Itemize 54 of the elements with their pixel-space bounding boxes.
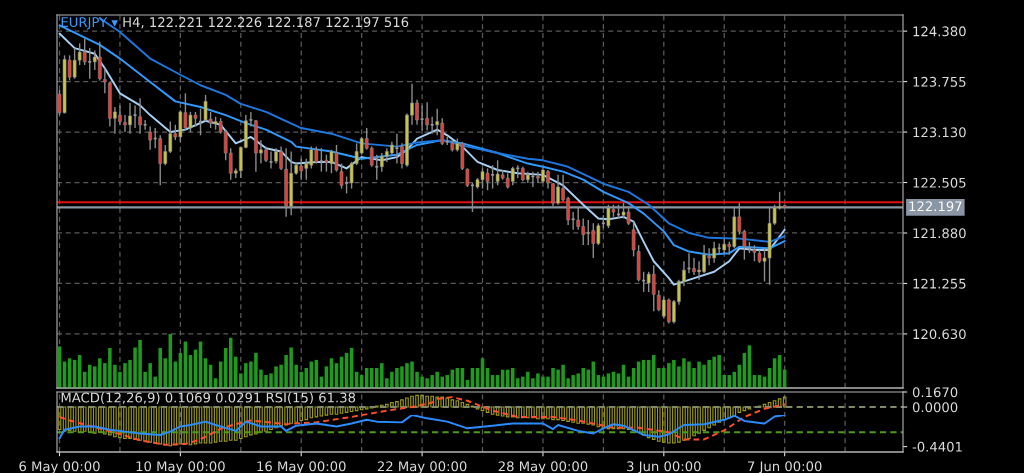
bar (62, 406, 67, 432)
y-tick-label: 0.0000 (912, 402, 958, 413)
x-tick-label: 7 Jun 00:00 (748, 461, 822, 473)
bar (193, 406, 198, 445)
bar (329, 406, 334, 415)
candlestick (465, 167, 470, 188)
candlestick (82, 37, 87, 66)
bar (344, 406, 349, 413)
bar (606, 406, 611, 430)
chart-subtitle: H4, 122.221 122.226 122.187 122.197 516 (123, 17, 409, 29)
x-tick-label: 28 May 00:00 (498, 461, 588, 473)
y-tick-label: 123.130 (913, 127, 966, 138)
bar (188, 406, 193, 446)
bar (631, 406, 636, 431)
x-tick-label: 16 May 00:00 (257, 461, 346, 473)
bar (334, 406, 339, 415)
bar (57, 406, 62, 431)
y-tick-label: 121.880 (913, 228, 966, 239)
bar (203, 406, 208, 444)
candlestick (339, 162, 344, 190)
x-tick-label: 10 May 00:00 (136, 461, 225, 473)
x-tick-label: 22 May 00:00 (377, 461, 467, 473)
y-tick-label: 122.505 (913, 177, 966, 188)
candlestick (394, 132, 400, 165)
candlestick (631, 220, 636, 258)
bar (490, 406, 495, 415)
x-tick-label: 3 Jun 00:00 (627, 461, 701, 473)
bar (208, 406, 213, 444)
chart-title: EURJPY ▾ (61, 17, 118, 30)
candlestick (268, 150, 274, 170)
bar (616, 406, 621, 430)
chart-title: MACD(12,26,9) 0.1069 0.0291 RSI(15) 61.38 (61, 392, 356, 405)
y-tick-label: 121.255 (913, 278, 966, 289)
y-tick-label: 0.1670 (912, 387, 958, 398)
x-tick-label: 6 May 00:00 (19, 461, 100, 473)
y-tick-label: 123.755 (913, 76, 966, 87)
bar (67, 406, 72, 431)
candlestick (132, 104, 138, 129)
bar (324, 406, 329, 416)
y-tick-label: 124.380 (913, 26, 966, 37)
bar (626, 406, 631, 431)
bar (183, 406, 188, 445)
candlestick (510, 166, 515, 187)
y-tick-label: -0.4401 (912, 441, 962, 452)
candlestick (138, 97, 142, 135)
candlestick (148, 125, 152, 151)
bar (198, 406, 203, 444)
bar (470, 405, 475, 408)
bar (611, 406, 616, 430)
candlestick (651, 264, 656, 312)
y-tick-label: 120.630 (913, 329, 966, 340)
bar (621, 406, 626, 430)
ref-line-label: 122.197 (909, 201, 962, 212)
candlestick (425, 101, 429, 132)
